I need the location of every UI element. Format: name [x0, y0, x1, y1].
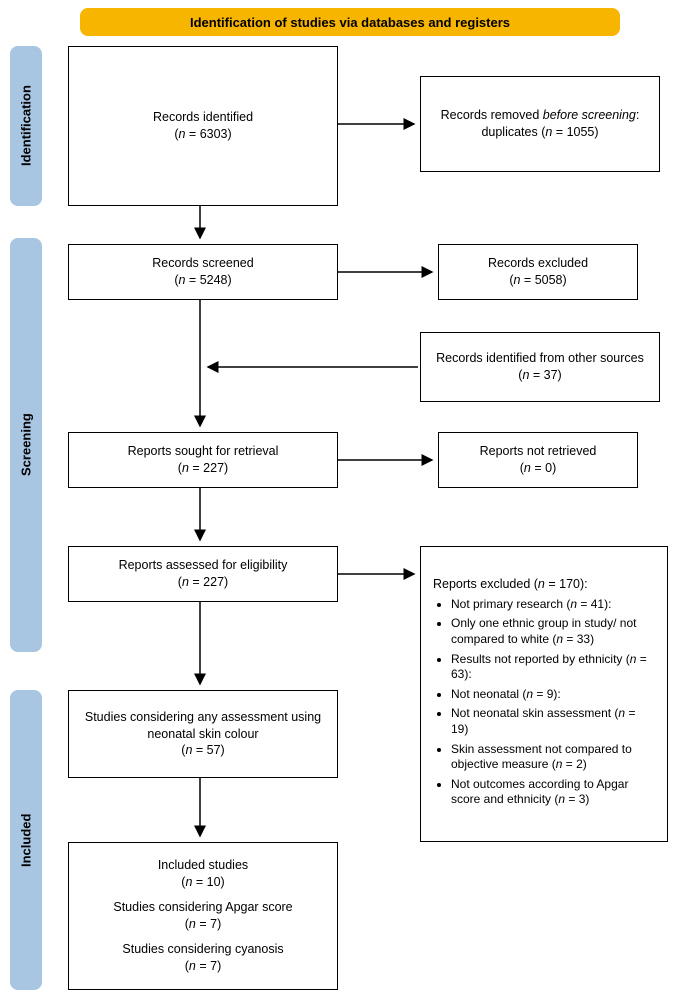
box-title: Records identified from other sources: [431, 350, 649, 367]
box-reports-not-retrieved: Reports not retrieved (n = 0): [438, 432, 638, 488]
box-title: Reports not retrieved: [449, 443, 627, 460]
stage-included: Included: [10, 690, 42, 990]
box-reports-excluded-detail: Reports excluded (n = 170): Not primary …: [420, 546, 668, 842]
box-count: (n = 57): [79, 742, 327, 759]
box-title: Reports sought for retrieval: [79, 443, 327, 460]
box-studies-considering: Studies considering any assessment using…: [68, 690, 338, 778]
exclusion-reason-item: Not neonatal skin assessment (n = 19): [451, 706, 655, 737]
box-count: (n = 37): [431, 367, 649, 384]
box-title: Records removed before screening:: [431, 107, 649, 124]
box-records-identified: Records identified (n = 6303): [68, 46, 338, 206]
box-included-studies: Included studies (n = 10) Studies consid…: [68, 842, 338, 990]
box-count: (n = 5058): [449, 272, 627, 289]
stage-screening: Screening: [10, 238, 42, 652]
box-count: (n = 227): [79, 460, 327, 477]
exclusion-reason-item: Only one ethnic group in study/ not comp…: [451, 616, 655, 647]
box-count: (n = 0): [449, 460, 627, 477]
box-other-sources: Records identified from other sources (n…: [420, 332, 660, 402]
box-title: Studies considering any assessment using…: [79, 709, 327, 743]
box-records-screened: Records screened (n = 5248): [68, 244, 338, 300]
stage-label-text: Included: [19, 813, 34, 866]
box-sub1: Studies considering Apgar score: [79, 899, 327, 916]
box-title: Records identified: [79, 109, 327, 126]
box-title: Records screened: [79, 255, 327, 272]
box-title: Included studies: [79, 857, 327, 874]
box-records-removed: Records removed before screening: duplic…: [420, 76, 660, 172]
box-count: (n = 10): [79, 874, 327, 891]
box-reports-sought: Reports sought for retrieval (n = 227): [68, 432, 338, 488]
box-records-excluded: Records excluded (n = 5058): [438, 244, 638, 300]
box-sub1-count: (n = 7): [79, 916, 327, 933]
stage-label-text: Identification: [19, 86, 34, 167]
exclusion-reason-item: Not neonatal (n = 9):: [451, 687, 655, 703]
box-title: Reports assessed for eligibility: [79, 557, 327, 574]
exclusion-reason-item: Results not reported by ethnicity (n = 6…: [451, 652, 655, 683]
exclusion-reason-item: Not outcomes according to Apgar score an…: [451, 777, 655, 808]
exclusion-reason-item: Not primary research (n = 41):: [451, 597, 655, 613]
box-count: (n = 6303): [79, 126, 327, 143]
box-title: Reports excluded (n = 170):: [433, 576, 655, 593]
box-title: Records excluded: [449, 255, 627, 272]
banner-identification: Identification of studies via databases …: [80, 8, 620, 36]
exclusion-reasons-list: Not primary research (n = 41): Only one e…: [433, 597, 655, 812]
stage-identification: Identification: [10, 46, 42, 206]
box-subtitle: duplicates (n = 1055): [431, 124, 649, 141]
box-count: (n = 5248): [79, 272, 327, 289]
exclusion-reason-item: Skin assessment not compared to objectiv…: [451, 742, 655, 773]
box-count: (n = 227): [79, 574, 327, 591]
box-sub2-count: (n = 7): [79, 958, 327, 975]
box-reports-assessed: Reports assessed for eligibility (n = 22…: [68, 546, 338, 602]
stage-label-text: Screening: [19, 414, 34, 477]
box-sub2: Studies considering cyanosis: [79, 941, 327, 958]
banner-text: Identification of studies via databases …: [190, 15, 510, 30]
